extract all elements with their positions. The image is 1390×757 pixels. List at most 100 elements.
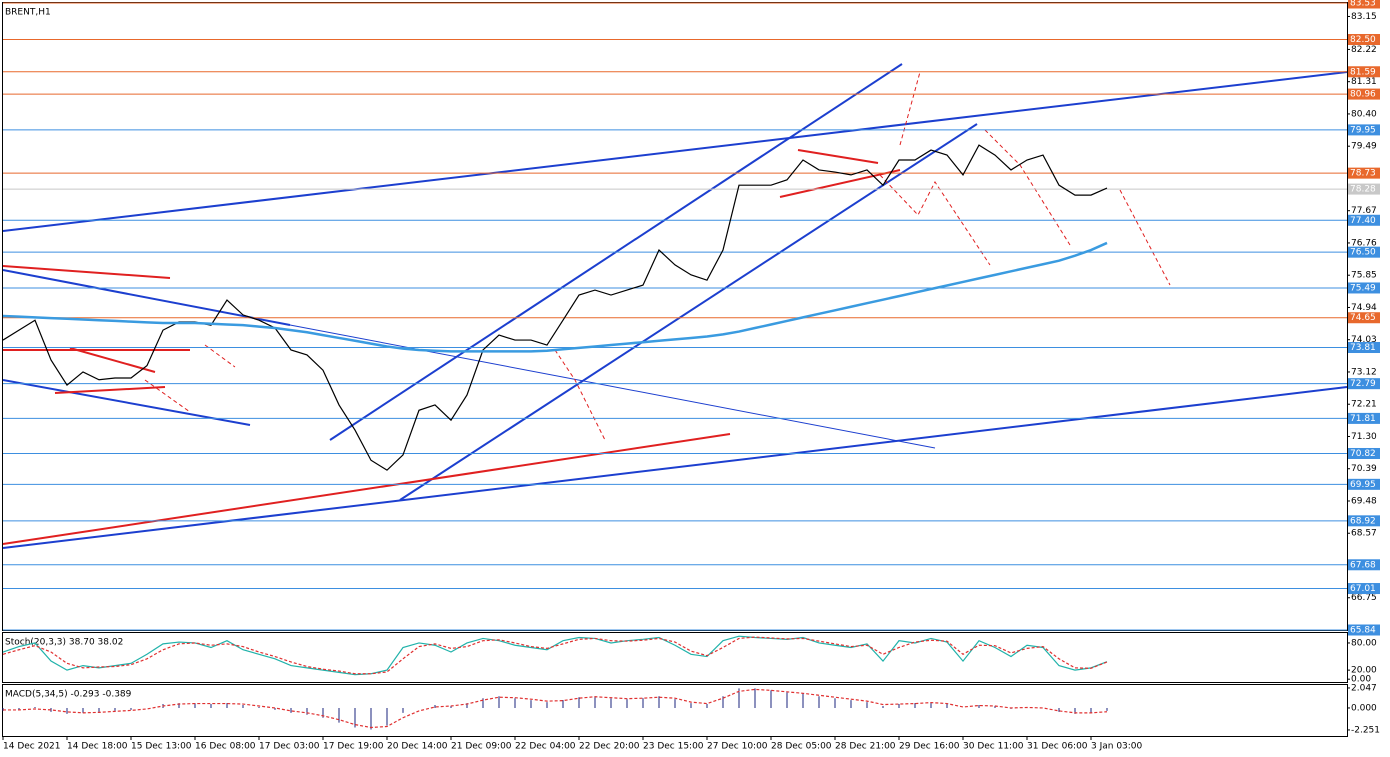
level-label: 72.79 bbox=[1350, 379, 1376, 389]
x-tick-label: 30 Dec 11:00 bbox=[963, 742, 1024, 752]
level-box bbox=[1348, 478, 1380, 490]
forecast-arrows bbox=[144, 71, 1171, 441]
x-tick-label: 27 Dec 10:00 bbox=[707, 742, 768, 752]
level-label: 76.50 bbox=[1350, 248, 1376, 258]
x-tick-label: 22 Dec 04:00 bbox=[515, 742, 576, 752]
level-label: 68.92 bbox=[1350, 516, 1376, 526]
level-label: 78.73 bbox=[1350, 169, 1376, 179]
forecast-arrow bbox=[984, 129, 1071, 246]
x-tick-label: 16 Dec 08:00 bbox=[195, 742, 256, 752]
level-label: 79.95 bbox=[1350, 125, 1376, 135]
panel-title: MACD(5,34,5) -0.293 -0.389 bbox=[5, 690, 132, 700]
level-label: 67.01 bbox=[1350, 584, 1376, 594]
level-box bbox=[1348, 167, 1380, 179]
level-box bbox=[1348, 183, 1380, 195]
level-label: 77.40 bbox=[1350, 216, 1376, 226]
trendline bbox=[54, 386, 166, 394]
level-label: 69.95 bbox=[1350, 480, 1376, 490]
level-box bbox=[1348, 282, 1380, 294]
level-label: 78.28 bbox=[1350, 185, 1376, 195]
y-tick-label: 20.00 bbox=[1351, 666, 1377, 676]
level-box bbox=[1348, 412, 1380, 424]
y-tick-label: 75.85 bbox=[1351, 271, 1377, 281]
x-tick-label: 29 Dec 16:00 bbox=[899, 742, 960, 752]
y-tick-label: 72.21 bbox=[1351, 400, 1377, 410]
series-line bbox=[2, 636, 1108, 675]
drawn-objects bbox=[2, 63, 1348, 549]
level-label: 74.65 bbox=[1350, 313, 1376, 323]
y-tick-label: 77.67 bbox=[1351, 206, 1377, 216]
y-tick-label: 70.39 bbox=[1351, 464, 1377, 474]
level-label: 80.96 bbox=[1350, 90, 1376, 100]
level-box bbox=[1348, 124, 1380, 136]
level-box bbox=[1348, 559, 1380, 571]
level-box bbox=[1348, 378, 1380, 390]
level-box bbox=[1348, 583, 1380, 595]
level-label: 71.81 bbox=[1350, 414, 1376, 424]
level-label: 82.50 bbox=[1350, 35, 1376, 45]
x-tick-label: 17 Dec 19:00 bbox=[323, 742, 384, 752]
level-box bbox=[1348, 88, 1380, 100]
x-tick-label: 15 Dec 13:00 bbox=[131, 742, 192, 752]
trendline bbox=[2, 265, 171, 279]
triangle-line bbox=[779, 169, 901, 198]
trendline bbox=[289, 324, 936, 449]
level-label: 81.59 bbox=[1350, 67, 1376, 77]
x-tick-label: 28 Dec 05:00 bbox=[771, 742, 832, 752]
level-box bbox=[1348, 624, 1380, 636]
series-line bbox=[2, 241, 1108, 353]
series-line bbox=[2, 635, 1108, 676]
level-box bbox=[1348, 515, 1380, 527]
trendline bbox=[2, 71, 1348, 232]
x-tick-label: 22 Dec 20:00 bbox=[579, 742, 640, 752]
forecast-arrow bbox=[1119, 189, 1171, 286]
trendline bbox=[2, 379, 251, 426]
channel-line bbox=[399, 123, 978, 501]
level-label: 83.53 bbox=[1350, 0, 1376, 9]
level-label: 67.68 bbox=[1350, 560, 1376, 570]
y-tick-label: 71.30 bbox=[1351, 432, 1377, 442]
level-box bbox=[1348, 312, 1380, 324]
y-tick-label: 83.15 bbox=[1351, 12, 1377, 22]
level-box bbox=[1348, 246, 1380, 258]
stoch-panel bbox=[2, 632, 1348, 683]
level-box bbox=[1348, 447, 1380, 459]
y-tick-label: 80.40 bbox=[1351, 109, 1377, 119]
y-tick-label: 73.12 bbox=[1351, 367, 1377, 377]
forecast-arrow bbox=[879, 174, 991, 266]
trendline bbox=[2, 386, 1348, 549]
series-line bbox=[3, 688, 1108, 729]
y-tick-label: 74.03 bbox=[1351, 335, 1377, 345]
forecast-arrow bbox=[554, 349, 606, 441]
y-tick-label: 80.00 bbox=[1351, 638, 1377, 648]
trendline bbox=[2, 269, 291, 326]
triangle-line bbox=[797, 149, 879, 164]
level-label: 75.49 bbox=[1350, 283, 1376, 293]
x-tick-label: 3 Jan 03:00 bbox=[1091, 742, 1143, 752]
y-tick-label: 66.75 bbox=[1351, 593, 1377, 603]
macd-panel bbox=[2, 684, 1348, 737]
y-tick-label: 68.57 bbox=[1351, 529, 1377, 539]
level-box bbox=[1348, 214, 1380, 226]
y-tick-label: 82.22 bbox=[1351, 45, 1377, 55]
level-box bbox=[1348, 342, 1380, 354]
level-label: 70.82 bbox=[1350, 449, 1376, 459]
x-tick-label: 14 Dec 2021 bbox=[3, 742, 61, 752]
x-tick-label: 14 Dec 18:00 bbox=[67, 742, 128, 752]
level-box bbox=[1348, 34, 1380, 46]
forecast-arrow bbox=[144, 379, 191, 413]
x-tick-label: 28 Dec 21:00 bbox=[835, 742, 896, 752]
trendline bbox=[69, 347, 156, 373]
forecast-arrow bbox=[899, 71, 921, 146]
panel-title: Stoch(20,3,3) 38.70 38.02 bbox=[5, 638, 123, 648]
level-label: 65.84 bbox=[1350, 626, 1376, 636]
y-tick-label: -2.251 bbox=[1351, 725, 1380, 735]
level-box bbox=[1348, 66, 1380, 78]
level-label: 73.81 bbox=[1350, 343, 1376, 353]
y-tick-label: 79.49 bbox=[1351, 142, 1377, 152]
y-tick-label: 74.94 bbox=[1351, 303, 1377, 313]
x-tick-label: 23 Dec 15:00 bbox=[643, 742, 704, 752]
y-tick-label: 69.48 bbox=[1351, 496, 1377, 506]
y-tick-label: 0.000 bbox=[1351, 703, 1377, 713]
